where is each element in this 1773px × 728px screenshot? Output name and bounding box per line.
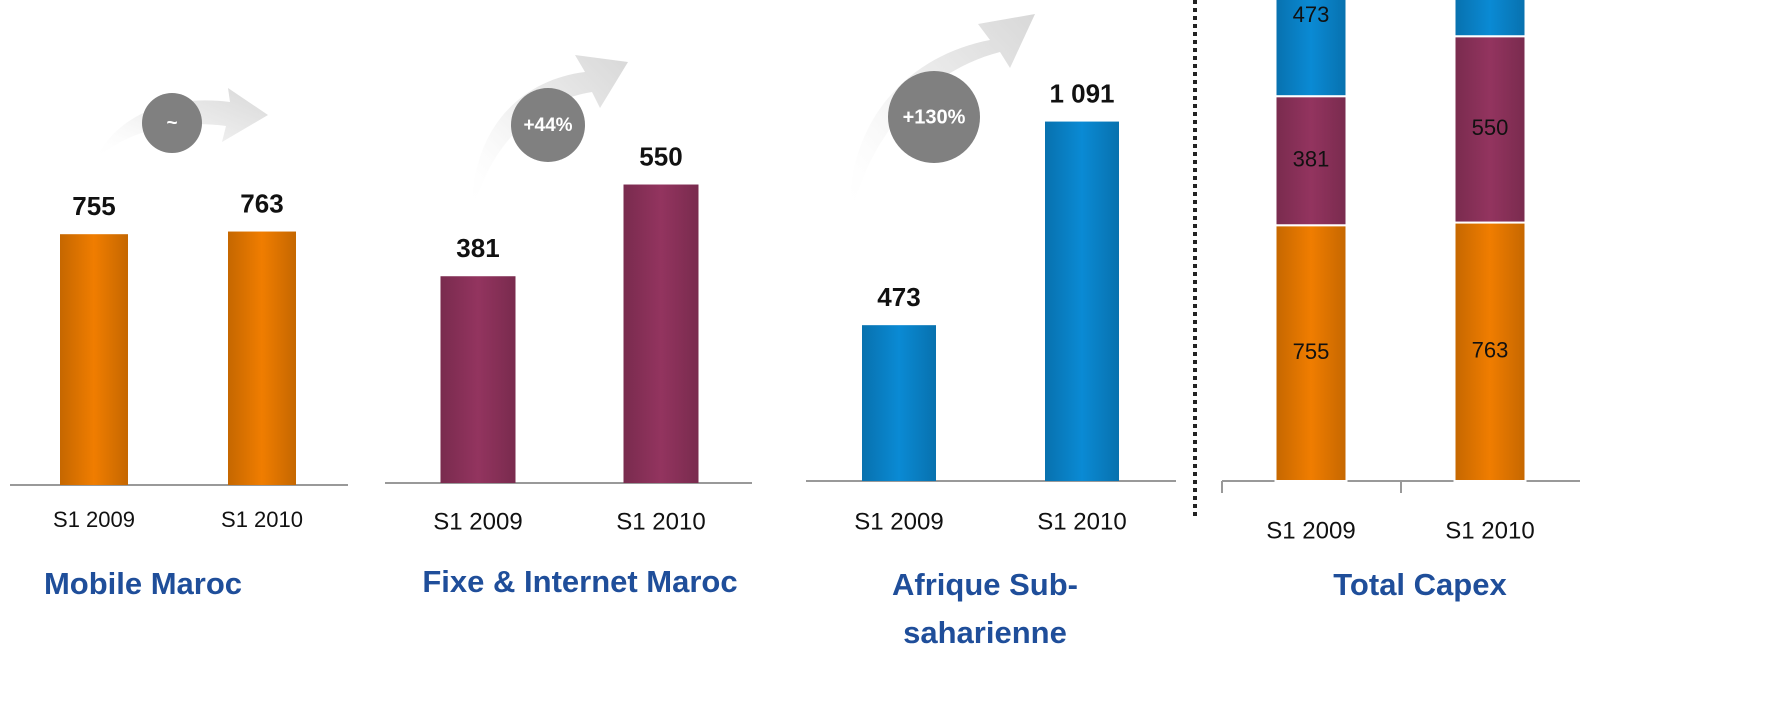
x-tick-label: S1 2010 bbox=[221, 507, 303, 532]
x-tick-label: S1 2009 bbox=[1266, 517, 1355, 544]
segment-label: 755 bbox=[1293, 339, 1330, 364]
growth-label: +44% bbox=[523, 115, 572, 136]
chart-title: Mobile Maroc bbox=[43, 566, 243, 601]
x-tick-label: S1 2010 bbox=[616, 508, 705, 535]
segment-label: 381 bbox=[1293, 147, 1330, 172]
chart-title: Total Capex bbox=[1333, 567, 1507, 602]
x-tick-label: S1 2010 bbox=[1445, 517, 1534, 544]
growth-badge bbox=[142, 93, 202, 153]
bar-segment bbox=[1453, 0, 1527, 38]
value-label: 381 bbox=[456, 233, 499, 263]
growth-arrow bbox=[849, 14, 1035, 220]
bar bbox=[1045, 121, 1119, 481]
value-label: 755 bbox=[72, 191, 115, 221]
bar bbox=[228, 231, 296, 485]
value-label: 550 bbox=[639, 141, 682, 171]
bar-segment bbox=[1274, 224, 1348, 482]
value-label: 473 bbox=[877, 282, 920, 312]
bar bbox=[623, 184, 699, 484]
segment-label: 473 bbox=[1293, 2, 1330, 27]
growth-label: ~ bbox=[166, 113, 177, 134]
bar bbox=[862, 325, 936, 481]
x-tick-label: S1 2009 bbox=[433, 508, 522, 535]
value-label: 1 091 bbox=[1049, 78, 1114, 108]
growth-badge bbox=[511, 88, 585, 162]
growth-arrow bbox=[471, 55, 628, 215]
value-label: 763 bbox=[240, 188, 283, 218]
bar bbox=[60, 234, 128, 485]
growth-badge bbox=[888, 71, 980, 163]
chart-title: Fixe & Internet Maroc bbox=[422, 564, 738, 599]
x-tick-label: S1 2009 bbox=[53, 507, 135, 532]
bar-segment bbox=[1274, 0, 1348, 98]
bar-segment bbox=[1453, 35, 1527, 224]
chart-title: Afrique Sub-saharienne bbox=[892, 567, 1078, 650]
segment-label: 763 bbox=[1472, 338, 1509, 363]
segment-label: 550 bbox=[1472, 115, 1509, 140]
growth-label: +130% bbox=[903, 106, 966, 128]
x-tick-label: S1 2010 bbox=[1037, 508, 1126, 535]
bar bbox=[440, 276, 516, 483]
x-tick-label: S1 2009 bbox=[854, 508, 943, 535]
